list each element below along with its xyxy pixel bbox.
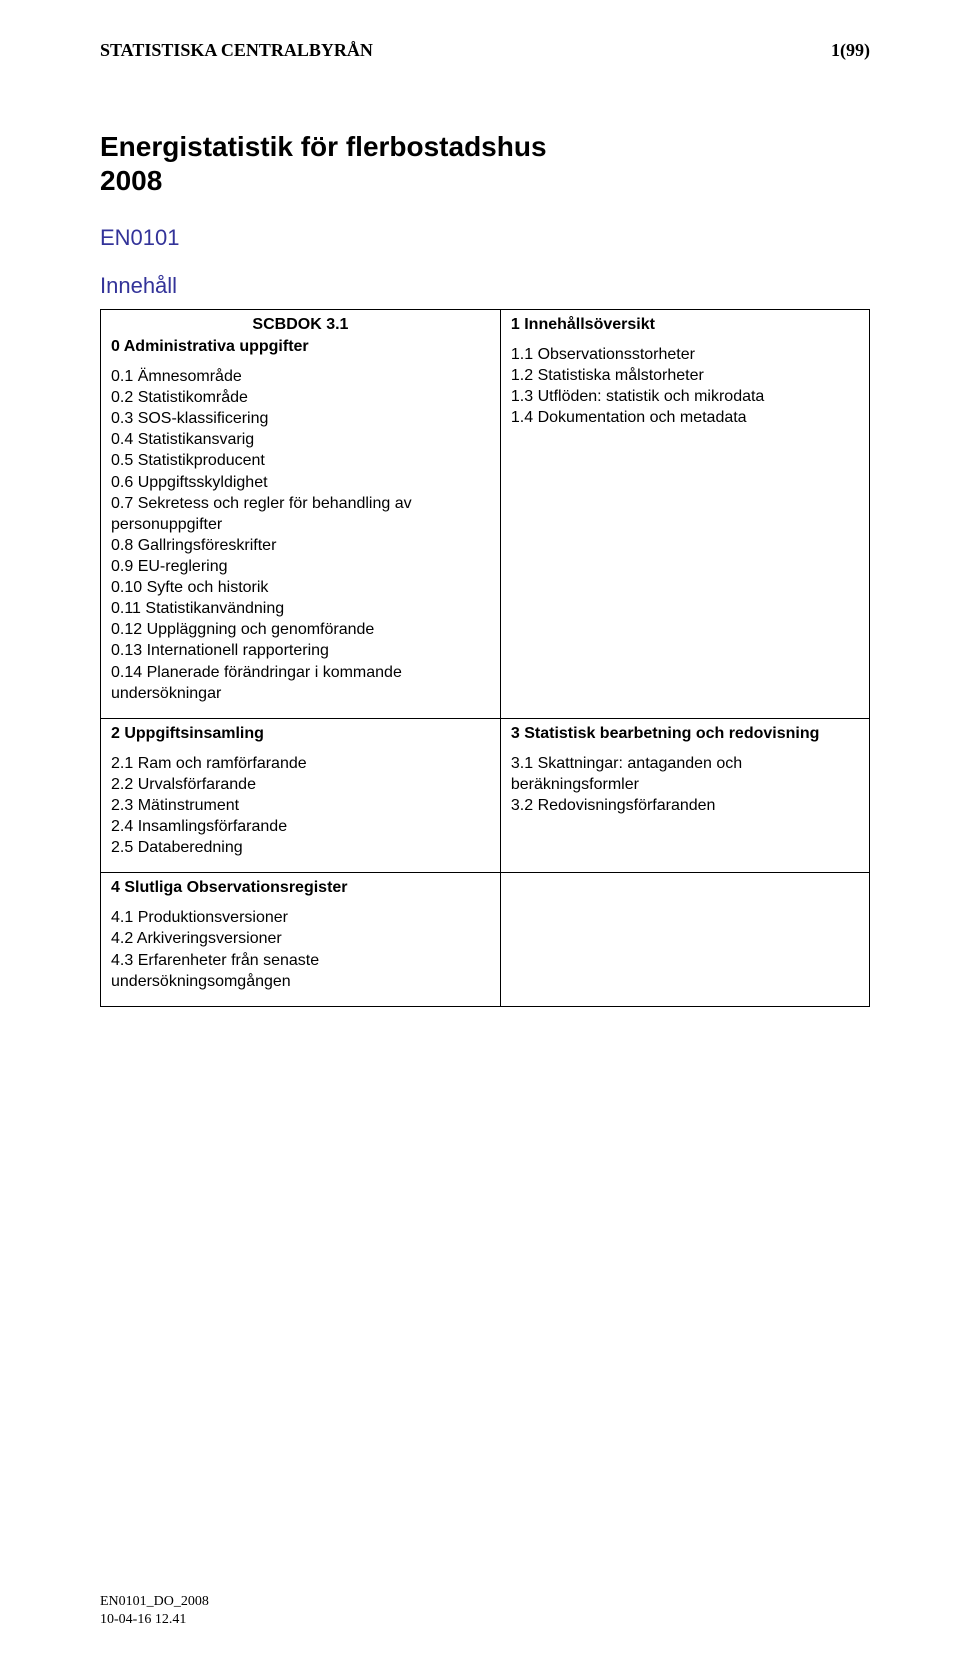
toc-section-4-items: 4.1 Produktionsversioner 4.2 Arkiverings… bbox=[111, 907, 490, 991]
toc-section-3-title: 3 Statistisk bearbetning och redovisning bbox=[511, 725, 859, 743]
footer-line2: 10-04-16 12.41 bbox=[100, 1611, 209, 1629]
toc-item: 0.7 Sekretess och regler för behandling … bbox=[111, 493, 490, 535]
page-number: 1(99) bbox=[831, 40, 870, 61]
toc-item: 3.2 Redovisningsförfaranden bbox=[511, 795, 859, 816]
toc-item: 1.2 Statistiska målstorheter bbox=[511, 365, 859, 386]
toc-item: 0.9 EU-reglering bbox=[111, 556, 490, 577]
toc-item: 2.3 Mätinstrument bbox=[111, 795, 490, 816]
toc-item: 2.4 Insamlingsförfarande bbox=[111, 816, 490, 837]
page-footer: EN0101_DO_2008 10-04-16 12.41 bbox=[100, 1593, 209, 1628]
toc-item: 2.1 Ram och ramförfarande bbox=[111, 753, 490, 774]
toc-item: 1.3 Utflöden: statistik och mikrodata bbox=[511, 386, 859, 407]
toc-item: 0.14 Planerade förändringar i kommande u… bbox=[111, 662, 490, 704]
toc-item: 1.1 Observationsstorheter bbox=[511, 344, 859, 365]
scbdok-label: SCBDOK 3.1 bbox=[111, 316, 490, 334]
toc-cell-empty bbox=[500, 873, 869, 1006]
toc-item: 0.4 Statistikansvarig bbox=[111, 429, 490, 450]
toc-section-1-title: 1 Innehållsöversikt bbox=[511, 316, 859, 334]
doc-title-line1: Energistatistik för flerbostadshus bbox=[100, 131, 870, 163]
toc-item: 0.1 Ämnesområde bbox=[111, 366, 490, 387]
toc-item: 2.5 Databeredning bbox=[111, 837, 490, 858]
toc-item: 2.2 Urvalsförfarande bbox=[111, 774, 490, 795]
footer-line1: EN0101_DO_2008 bbox=[100, 1593, 209, 1611]
toc-section-0-title: 0 Administrativa uppgifter bbox=[111, 338, 490, 356]
doc-code: EN0101 bbox=[100, 225, 870, 251]
toc-item: 0.10 Syfte och historik bbox=[111, 577, 490, 598]
toc-item: 4.1 Produktionsversioner bbox=[111, 907, 490, 928]
toc-item: 0.13 Internationell rapportering bbox=[111, 640, 490, 661]
toc-section-1-items: 1.1 Observationsstorheter 1.2 Statistisk… bbox=[511, 344, 859, 428]
toc-table: SCBDOK 3.1 0 Administrativa uppgifter 0.… bbox=[100, 309, 870, 1007]
toc-item: 0.2 Statistikområde bbox=[111, 387, 490, 408]
toc-cell-3: 3 Statistisk bearbetning och redovisning… bbox=[500, 718, 869, 873]
toc-section-0-items: 0.1 Ämnesområde 0.2 Statistikområde 0.3 … bbox=[111, 366, 490, 704]
toc-item: 0.12 Uppläggning och genomförande bbox=[111, 619, 490, 640]
toc-section-4-title: 4 Slutliga Observationsregister bbox=[111, 879, 490, 897]
toc-item: 0.6 Uppgiftsskyldighet bbox=[111, 472, 490, 493]
toc-cell-4: 4 Slutliga Observationsregister 4.1 Prod… bbox=[101, 873, 501, 1006]
toc-item: 0.8 Gallringsföreskrifter bbox=[111, 535, 490, 556]
toc-cell-2: 2 Uppgiftsinsamling 2.1 Ram och ramförfa… bbox=[101, 718, 501, 873]
toc-cell-1: 1 Innehållsöversikt 1.1 Observationsstor… bbox=[500, 310, 869, 719]
toc-item: 4.2 Arkiveringsversioner bbox=[111, 928, 490, 949]
toc-item: 4.3 Erfarenheter från senaste undersökni… bbox=[111, 950, 490, 992]
toc-section-2-items: 2.1 Ram och ramförfarande 2.2 Urvalsförf… bbox=[111, 753, 490, 859]
contents-label: Innehåll bbox=[100, 273, 870, 299]
toc-section-3-items: 3.1 Skattningar: antaganden och beräknin… bbox=[511, 753, 859, 816]
doc-title-line2: 2008 bbox=[100, 165, 870, 197]
toc-section-2-title: 2 Uppgiftsinsamling bbox=[111, 725, 490, 743]
toc-item: 1.4 Dokumentation och metadata bbox=[511, 407, 859, 428]
document-page: STATISTISKA CENTRALBYRÅN 1(99) Energista… bbox=[0, 0, 960, 1664]
page-header: STATISTISKA CENTRALBYRÅN 1(99) bbox=[100, 40, 870, 61]
org-name: STATISTISKA CENTRALBYRÅN bbox=[100, 40, 373, 61]
toc-item: 3.1 Skattningar: antaganden och beräknin… bbox=[511, 753, 859, 795]
toc-cell-0: SCBDOK 3.1 0 Administrativa uppgifter 0.… bbox=[101, 310, 501, 719]
toc-item: 0.3 SOS-klassificering bbox=[111, 408, 490, 429]
toc-item: 0.5 Statistikproducent bbox=[111, 450, 490, 471]
toc-item: 0.11 Statistikanvändning bbox=[111, 598, 490, 619]
